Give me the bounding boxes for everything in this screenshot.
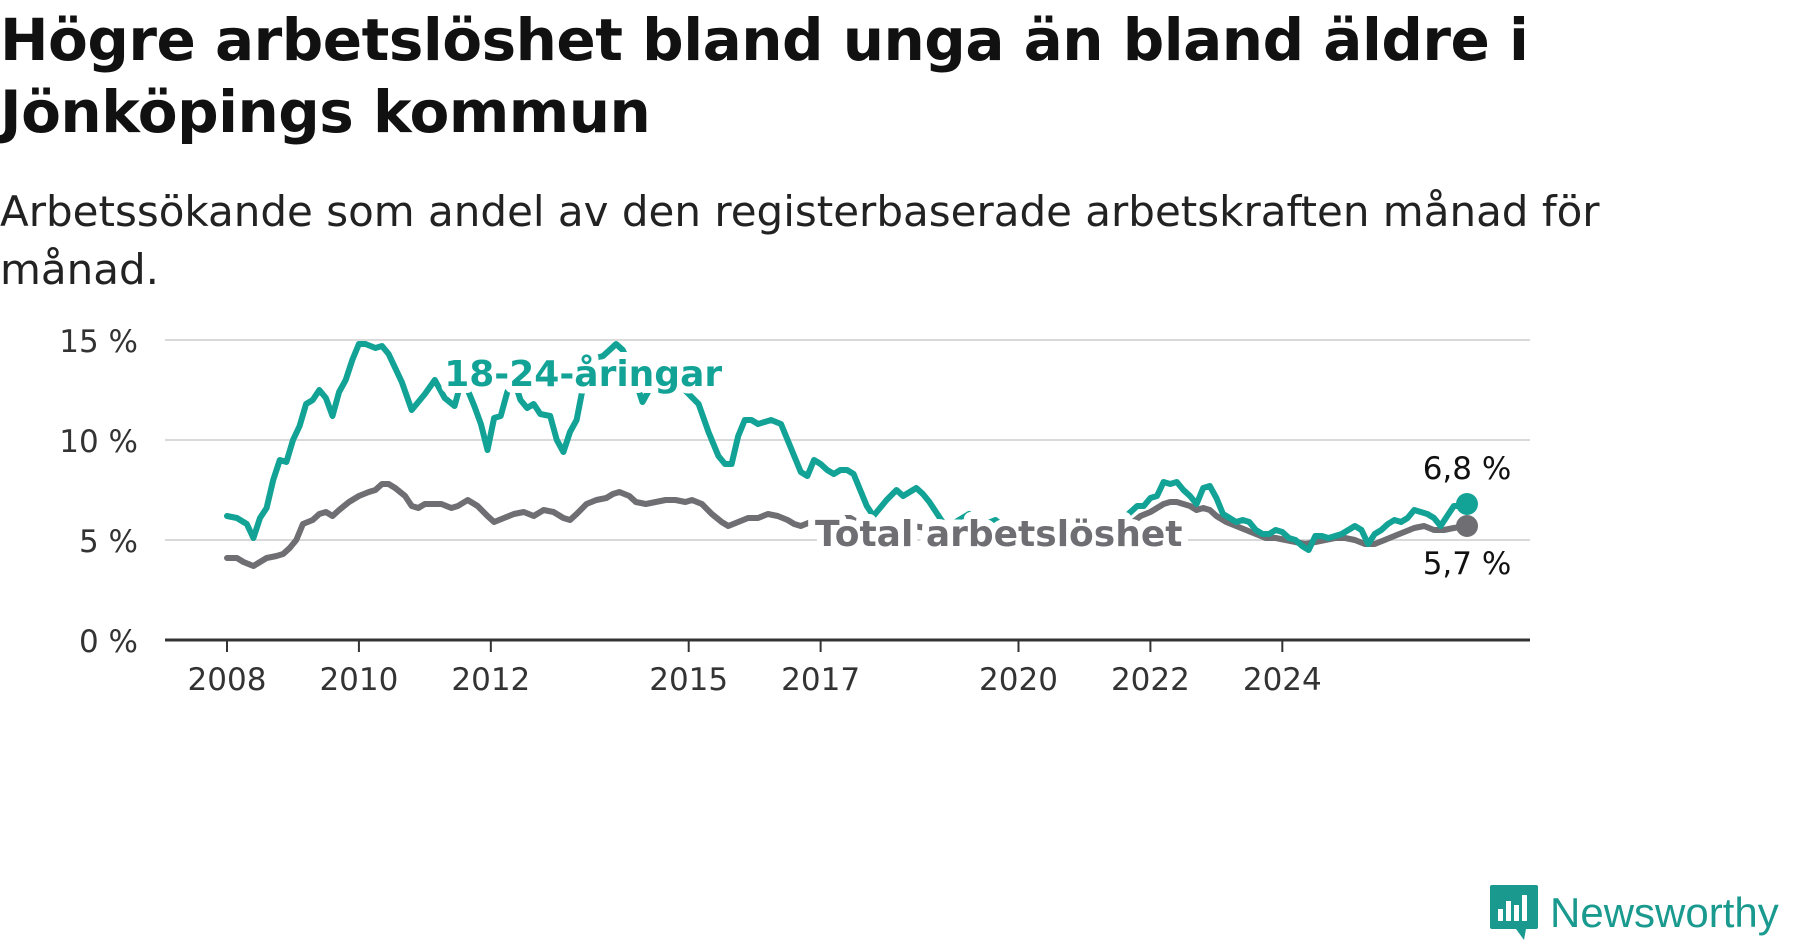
x-tick-label: 2024 (1243, 662, 1322, 698)
x-tick-label: 2015 (649, 662, 728, 698)
x-tick-labels: 2008 2010 2012 2015 2017 2020 2022 2024 (188, 662, 1322, 698)
newsworthy-logo[interactable]: Newsworthy (1490, 885, 1779, 941)
x-tick-label: 2017 (781, 662, 860, 698)
y-tick-label: 15 % (59, 324, 138, 360)
series-labels: 6,8 % 5,7 % 18-24-åringar Total arbetslöshe… (437, 347, 1512, 582)
series-label-total: Total arbetslöshet (815, 514, 1183, 555)
series-endpoint-unga (1456, 493, 1478, 515)
series-label-unga: 18-24-åringar (444, 354, 722, 395)
x-tick-label: 2010 (319, 662, 398, 698)
page-subtitle: Arbetssökande som andel av den registerb… (0, 187, 1600, 294)
page-title: Högre arbetslöshet bland unga än bland ä… (0, 6, 1529, 146)
x-tick-label: 2020 (979, 662, 1058, 698)
series-group (224, 341, 1478, 569)
series-line-unga (224, 341, 1470, 553)
y-tick-labels: 0 % 5 % 10 % 15 % (59, 324, 138, 660)
y-tick-label: 10 % (59, 424, 138, 460)
x-tick-label: 2012 (451, 662, 530, 698)
end-label-total: 5,7 % (1423, 546, 1512, 582)
end-label-unga: 6,8 % (1423, 451, 1512, 487)
x-tick-label: 2008 (188, 662, 267, 698)
newsworthy-logo-icon (1490, 885, 1538, 940)
y-tick-label: 5 % (79, 524, 138, 560)
grid-lines (165, 339, 1530, 541)
y-tick-label: 0 % (79, 624, 138, 660)
series-line-total (224, 481, 1470, 569)
x-axis (165, 638, 1530, 652)
series-endpoint-total (1456, 515, 1478, 537)
newsworthy-logo-text: Newsworthy (1550, 889, 1779, 936)
x-tick-label: 2022 (1111, 662, 1190, 698)
